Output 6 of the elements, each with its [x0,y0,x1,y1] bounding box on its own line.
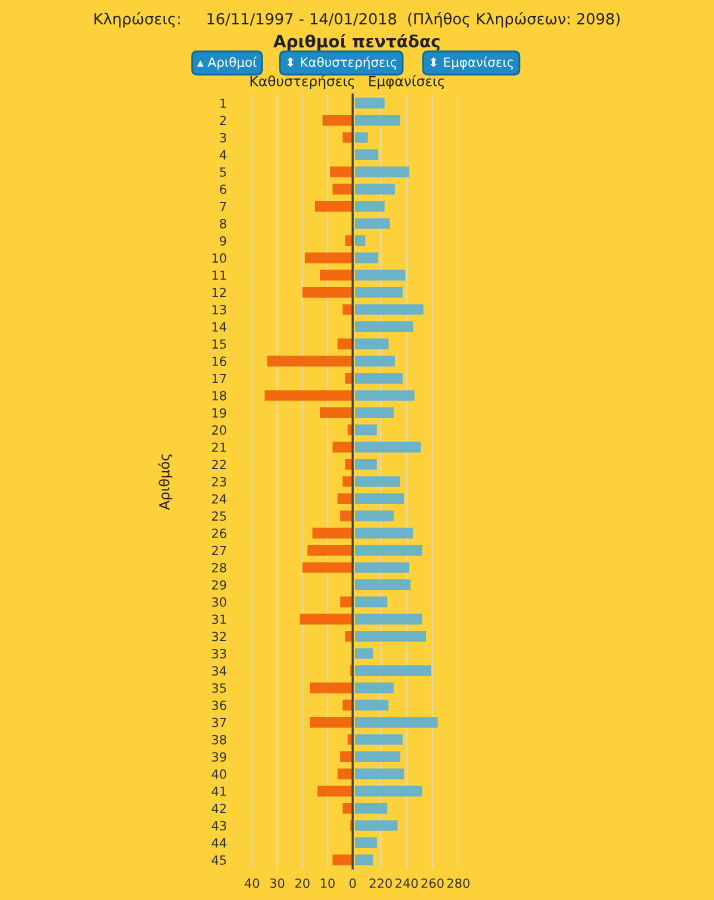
bar [340,751,353,763]
bar [345,630,353,642]
chart-title: Αριθμοί πεντάδας [273,33,440,51]
bar [345,372,353,384]
bar [342,304,353,315]
bar [342,476,353,487]
